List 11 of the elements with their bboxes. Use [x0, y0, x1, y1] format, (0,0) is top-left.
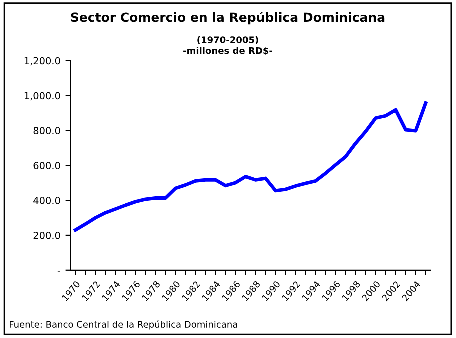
y-tick-label: 400.0: [34, 197, 60, 204]
y-tick-label: 600.0: [34, 162, 60, 170]
line-series: [74, 102, 428, 232]
y-tick-label: 800.0: [34, 127, 60, 135]
y-tick-label: 1,200.0: [24, 57, 60, 66]
y-tick-label: 1,000.0: [24, 92, 60, 101]
chart-title: Sector Comercio en la República Dominicana: [71, 12, 385, 25]
source-note: Fuente: Banco Central de la República Dominicana: [10, 320, 238, 330]
chart-subtitle: (1970-2005) -millones de RD$-: [184, 36, 272, 56]
y-tick-label: -: [58, 271, 60, 272]
y-tick-label: 200.0: [34, 232, 60, 240]
